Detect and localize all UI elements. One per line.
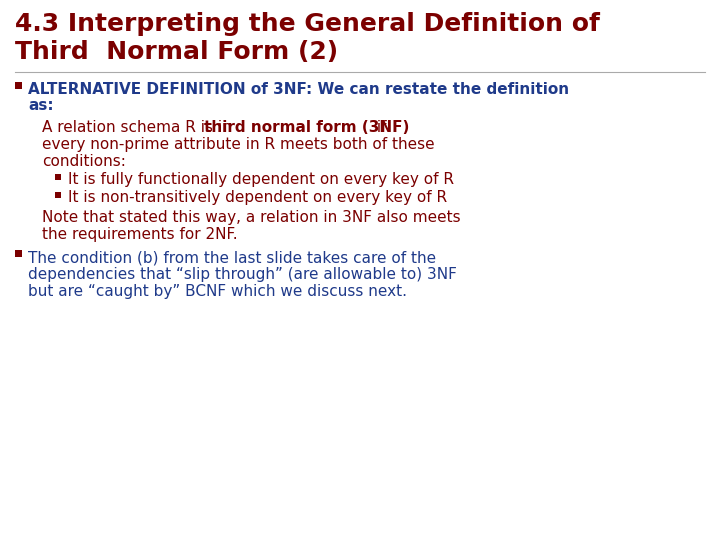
Text: ALTERNATIVE DEFINITION of 3NF: We can restate the definition: ALTERNATIVE DEFINITION of 3NF: We can re… — [28, 82, 569, 97]
Text: conditions:: conditions: — [42, 154, 126, 169]
Text: It is non-transitively dependent on every key of R: It is non-transitively dependent on ever… — [68, 190, 447, 205]
Text: Note that stated this way, a relation in 3NF also meets: Note that stated this way, a relation in… — [42, 210, 461, 225]
Text: as:: as: — [28, 98, 53, 113]
Text: the requirements for 2NF.: the requirements for 2NF. — [42, 227, 238, 242]
Text: It is fully functionally dependent on every key of R: It is fully functionally dependent on ev… — [68, 172, 454, 187]
Text: The condition (b) from the last slide takes care of the: The condition (b) from the last slide ta… — [28, 250, 436, 265]
Text: Third  Normal Form (2): Third Normal Form (2) — [15, 40, 338, 64]
Text: dependencies that “slip through” (are allowable to) 3NF: dependencies that “slip through” (are al… — [28, 267, 457, 282]
Text: A relation schema R is in: A relation schema R is in — [42, 120, 237, 135]
Text: 4.3 Interpreting the General Definition of: 4.3 Interpreting the General Definition … — [15, 12, 600, 36]
Text: but are “caught by” BCNF which we discuss next.: but are “caught by” BCNF which we discus… — [28, 284, 407, 299]
Text: every non-prime attribute in R meets both of these: every non-prime attribute in R meets bot… — [42, 137, 435, 152]
Text: if: if — [372, 120, 386, 135]
Text: third normal form (3NF): third normal form (3NF) — [204, 120, 409, 135]
